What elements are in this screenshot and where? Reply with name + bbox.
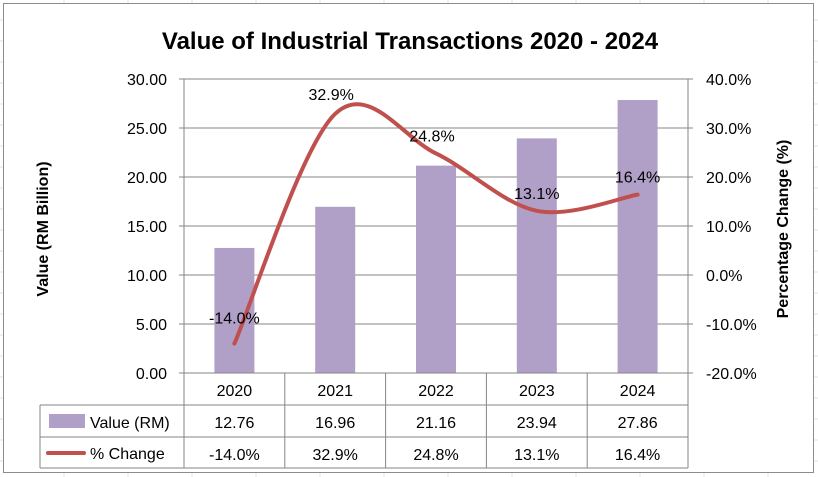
table-cell-pct: 32.9% xyxy=(313,447,358,464)
table-cell-value: 23.94 xyxy=(517,415,557,432)
data-label-2022: 24.8% xyxy=(409,128,454,145)
line-series xyxy=(232,102,640,346)
y2-tick-label: -20.0% xyxy=(706,366,757,383)
data-label-2024: 16.4% xyxy=(615,170,660,187)
y-tick-label: 10.00 xyxy=(127,268,167,285)
chart-area[interactable]: Value of Industrial Transactions 2020 - … xyxy=(3,3,814,473)
bar-series xyxy=(214,99,658,374)
y2-tick-label: 30.0% xyxy=(706,121,751,138)
x-tick-label-2022: 2022 xyxy=(418,383,454,400)
y2-tick-label: 20.0% xyxy=(706,170,751,187)
x-tick-label-2023: 2023 xyxy=(519,383,555,400)
data-label-2021: 32.9% xyxy=(309,87,354,104)
table-cell-pct: 13.1% xyxy=(514,447,559,464)
pct-change-line xyxy=(232,102,640,346)
table-cell-value: 27.86 xyxy=(618,415,658,432)
y2-axis-title: Percentage Change (%) xyxy=(775,140,792,319)
bar-2023 xyxy=(516,138,557,373)
y-tick-label: 0.00 xyxy=(136,366,167,383)
table-cell-value: 21.16 xyxy=(416,415,456,432)
table-cell-value: 12.76 xyxy=(214,415,254,432)
legend-label-pct-change: % Change xyxy=(90,446,165,463)
data-labels: -14.0% 32.9% 24.8% 13.1% 16.4% xyxy=(209,87,660,328)
legend-key-value xyxy=(49,414,85,428)
axes: 0.00 5.00 10.00 15.00 20.00 25.00 30.00 -20.0% -… xyxy=(127,72,757,383)
y-tick-label: 30.00 xyxy=(127,72,167,89)
bar-2024 xyxy=(617,99,658,374)
y2-tick-label: 10.0% xyxy=(706,219,751,236)
bar-2022 xyxy=(416,165,456,373)
chart-title: Value of Industrial Transactions 2020 - … xyxy=(162,28,659,55)
y-tick-label: 15.00 xyxy=(127,219,167,236)
x-tick-label-2024: 2024 xyxy=(620,383,656,400)
y-tick-label: 25.00 xyxy=(127,121,167,138)
y-tick-label: 20.00 xyxy=(127,170,167,187)
table-cell-value: 16.96 xyxy=(315,415,355,432)
table-cell-pct: 16.4% xyxy=(615,447,660,464)
y-axis-title: Value (RM Billion) xyxy=(35,161,52,296)
x-tick-label-2020: 2020 xyxy=(217,383,253,400)
data-table: 2020 12.76 -14.0% 2021 16.96 32.9% 2022 21.16 24… xyxy=(39,372,689,469)
data-label-2023: 13.1% xyxy=(514,186,559,203)
bar-2021 xyxy=(315,206,356,373)
chart-canvas: Value of Industrial Transactions 2020 - … xyxy=(35,28,792,469)
legend-label-value: Value (RM) xyxy=(90,415,170,432)
x-tick-label-2021: 2021 xyxy=(317,383,353,400)
y2-tick-label: 0.0% xyxy=(706,268,742,285)
y-tick-label: 5.00 xyxy=(136,317,167,334)
table-cell-pct: 24.8% xyxy=(413,447,458,464)
data-label-2020: -14.0% xyxy=(209,311,260,328)
table-cell-pct: -14.0% xyxy=(209,447,260,464)
y2-tick-label: -10.0% xyxy=(706,317,757,334)
y2-tick-label: 40.0% xyxy=(706,72,751,89)
